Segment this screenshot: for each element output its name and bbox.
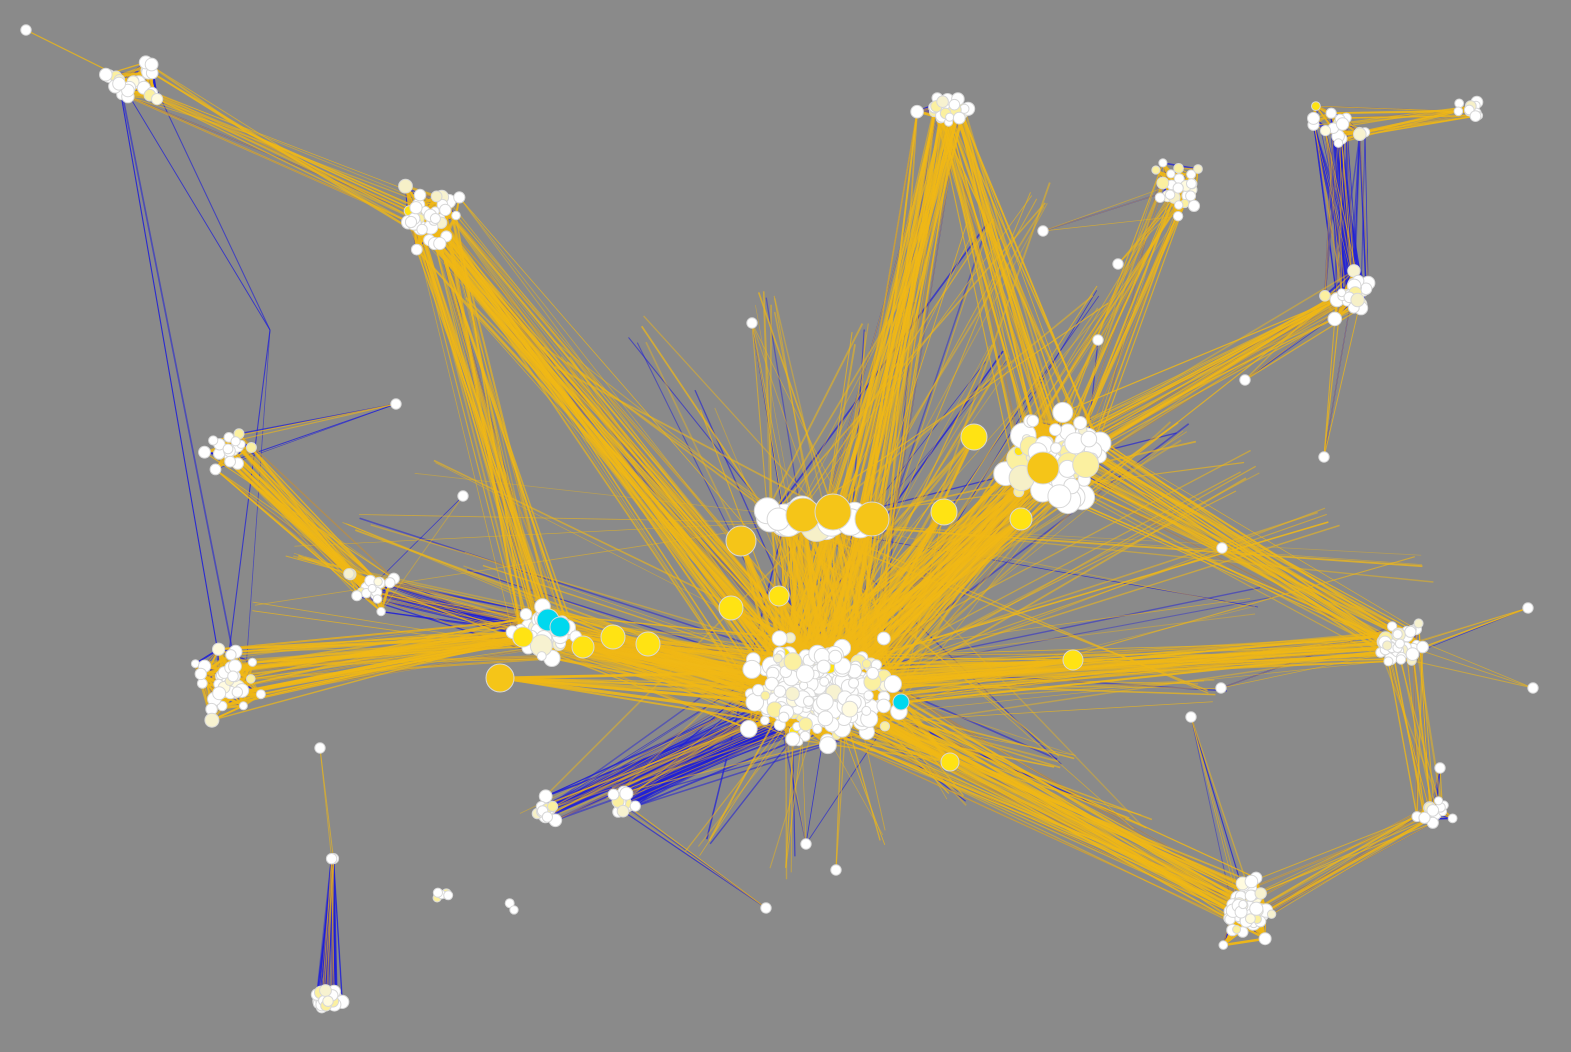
graph-edge-blue bbox=[333, 858, 343, 1002]
graph-edge-blue bbox=[537, 665, 772, 814]
graph-edge-blue bbox=[628, 337, 768, 512]
graph-edge-blue bbox=[1313, 118, 1338, 302]
graph-edge-blue bbox=[243, 329, 271, 706]
graph-edge-blue bbox=[318, 858, 335, 1002]
graph-edge-blue bbox=[366, 495, 464, 592]
graph-edge-blue bbox=[1359, 132, 1369, 284]
graph-edge-blue bbox=[333, 858, 338, 1002]
graph-edge-blue bbox=[215, 403, 397, 470]
graph-edge-blue bbox=[1364, 132, 1369, 284]
graph-edge-blue bbox=[119, 79, 271, 331]
graph-edge-blue bbox=[1315, 106, 1356, 294]
graph-edge-blue bbox=[622, 810, 767, 909]
graph-edge-blue bbox=[118, 79, 245, 706]
graph-edge-blue bbox=[118, 83, 226, 691]
